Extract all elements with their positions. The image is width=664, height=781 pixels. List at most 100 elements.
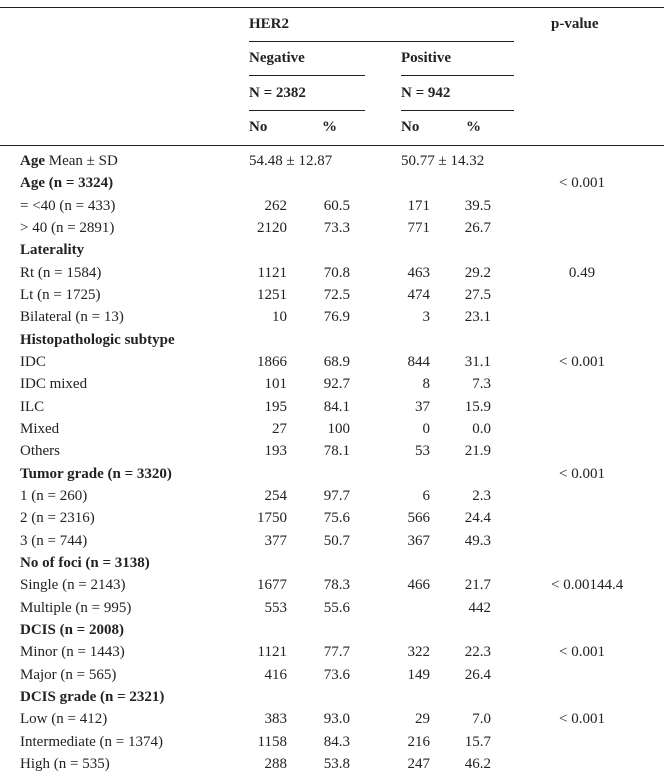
rule — [0, 145, 664, 146]
row-label-text: ILC — [20, 398, 45, 415]
cell: 53.8 — [323, 755, 350, 772]
header-cell: N = 942 — [401, 85, 451, 101]
cell: 1121 — [257, 644, 287, 661]
cell: 7.3 — [472, 376, 491, 393]
row-label: Minor (n = 1443) — [20, 643, 125, 661]
cell: 31.1 — [464, 353, 491, 370]
row-label: IDC mixed — [20, 375, 87, 393]
row-label-text: 1 (n = 260) — [20, 487, 88, 504]
cell: 383 — [264, 711, 288, 728]
row-label: Major (n = 565) — [20, 666, 116, 684]
cell: 50.7 — [323, 532, 350, 549]
header-cell: No — [249, 119, 268, 135]
cell: 171 — [407, 197, 431, 214]
cell: 844 — [407, 353, 431, 370]
row-label: Age (n = 3324) — [20, 174, 113, 192]
cell: 474 — [407, 286, 431, 303]
cell: 771 — [407, 219, 431, 236]
cell: 0.0 — [472, 420, 491, 437]
row-label: > 40 (n = 2891) — [20, 219, 114, 237]
cell: 84.1 — [323, 398, 350, 415]
cell: 50.77 ± 14.32 — [401, 153, 485, 169]
row-label: Tumor grade (n = 3320) — [20, 465, 172, 483]
cell: 39.5 — [464, 197, 491, 214]
cell: 216 — [407, 733, 431, 750]
cell: 7.0 — [472, 711, 491, 728]
row-label: Multiple (n = 995) — [20, 599, 131, 617]
row-label: Intermediate (n = 1374) — [20, 733, 163, 751]
cell: 377 — [264, 532, 288, 549]
row-label-text: Single (n = 2143) — [20, 577, 126, 594]
row-label-text: IDC — [20, 353, 46, 370]
cell: 2120 — [257, 219, 287, 236]
cell: 416 — [264, 666, 288, 683]
cell: 73.3 — [323, 219, 350, 236]
row-label: 2 (n = 2316) — [20, 509, 95, 527]
row-label: High (n = 535) — [20, 755, 110, 773]
cell: 3 — [422, 309, 431, 326]
p-value-cell: < 0.001 — [559, 175, 605, 192]
cell: 73.6 — [323, 666, 350, 683]
cell: 26.7 — [464, 219, 491, 236]
cell: 149 — [407, 666, 431, 683]
header-cell: HER2 — [249, 16, 290, 32]
row-label-text: > 40 (n = 2891) — [20, 219, 115, 236]
cell: 60.5 — [323, 197, 350, 214]
rule — [401, 110, 514, 111]
row-label: Histopathologic subtype — [20, 331, 175, 349]
cell: 23.1 — [464, 309, 491, 326]
row-label: DCIS (n = 2008) — [20, 621, 124, 639]
cell: 1158 — [257, 733, 287, 750]
row-label-text: 2 (n = 2316) — [20, 510, 95, 527]
cell: 21.7 — [464, 577, 491, 594]
row-label: Rt (n = 1584) — [20, 264, 101, 282]
cell: 75.6 — [323, 510, 350, 527]
row-label-bold: Laterality — [20, 242, 85, 259]
cell: 37 — [415, 398, 430, 415]
row-label: Age Mean ± SD — [20, 152, 118, 170]
row-label-text: High (n = 535) — [20, 755, 110, 772]
cell: 15.9 — [464, 398, 491, 415]
header-cell: Negative — [249, 50, 305, 66]
cell: 84.3 — [323, 733, 350, 750]
cell: 93.0 — [323, 711, 350, 728]
rule — [249, 75, 365, 76]
cell: 1121 — [257, 264, 287, 281]
p-value-cell: < 0.001 — [559, 711, 605, 728]
cell: 1677 — [257, 577, 287, 594]
cell: 97.7 — [323, 487, 350, 504]
row-label-text: Low (n = 412) — [20, 711, 108, 728]
cell: 247 — [407, 755, 431, 772]
cell: 1750 — [257, 510, 287, 527]
row-label-text: Intermediate (n = 1374) — [20, 733, 163, 750]
row-label-text: IDC mixed — [20, 376, 88, 393]
row-label-bold: Age (n = 3324) — [20, 175, 114, 192]
cell: 566 — [407, 510, 431, 527]
cell: 553 — [264, 599, 288, 616]
cell: 1251 — [257, 286, 287, 303]
row-label: No of foci (n = 3138) — [20, 554, 150, 572]
rule — [249, 41, 514, 42]
row-label-text: Lt (n = 1725) — [20, 286, 101, 303]
cell: 92.7 — [323, 376, 350, 393]
row-label-text: Rt (n = 1584) — [20, 264, 102, 281]
cell: 288 — [264, 755, 288, 772]
header-cell: Positive — [401, 50, 451, 66]
cell: 26.4 — [464, 666, 491, 683]
cell: 78.1 — [323, 443, 350, 460]
row-label-bold: DCIS (n = 2008) — [20, 621, 124, 638]
header-cell: % — [466, 119, 481, 135]
cell: 15.7 — [464, 733, 491, 750]
header-cell: N = 2382 — [249, 85, 306, 101]
cell: 367 — [407, 532, 431, 549]
rule — [401, 75, 514, 76]
cell: 100 — [327, 420, 351, 437]
row-label-bold: Histopathologic subtype — [20, 331, 175, 348]
row-label: Low (n = 412) — [20, 710, 107, 728]
cell: 27 — [272, 420, 287, 437]
row-label: 1 (n = 260) — [20, 487, 87, 505]
cell: 8 — [422, 376, 431, 393]
cell: 463 — [407, 264, 431, 281]
row-label-text: Mean ± SD — [48, 153, 118, 169]
